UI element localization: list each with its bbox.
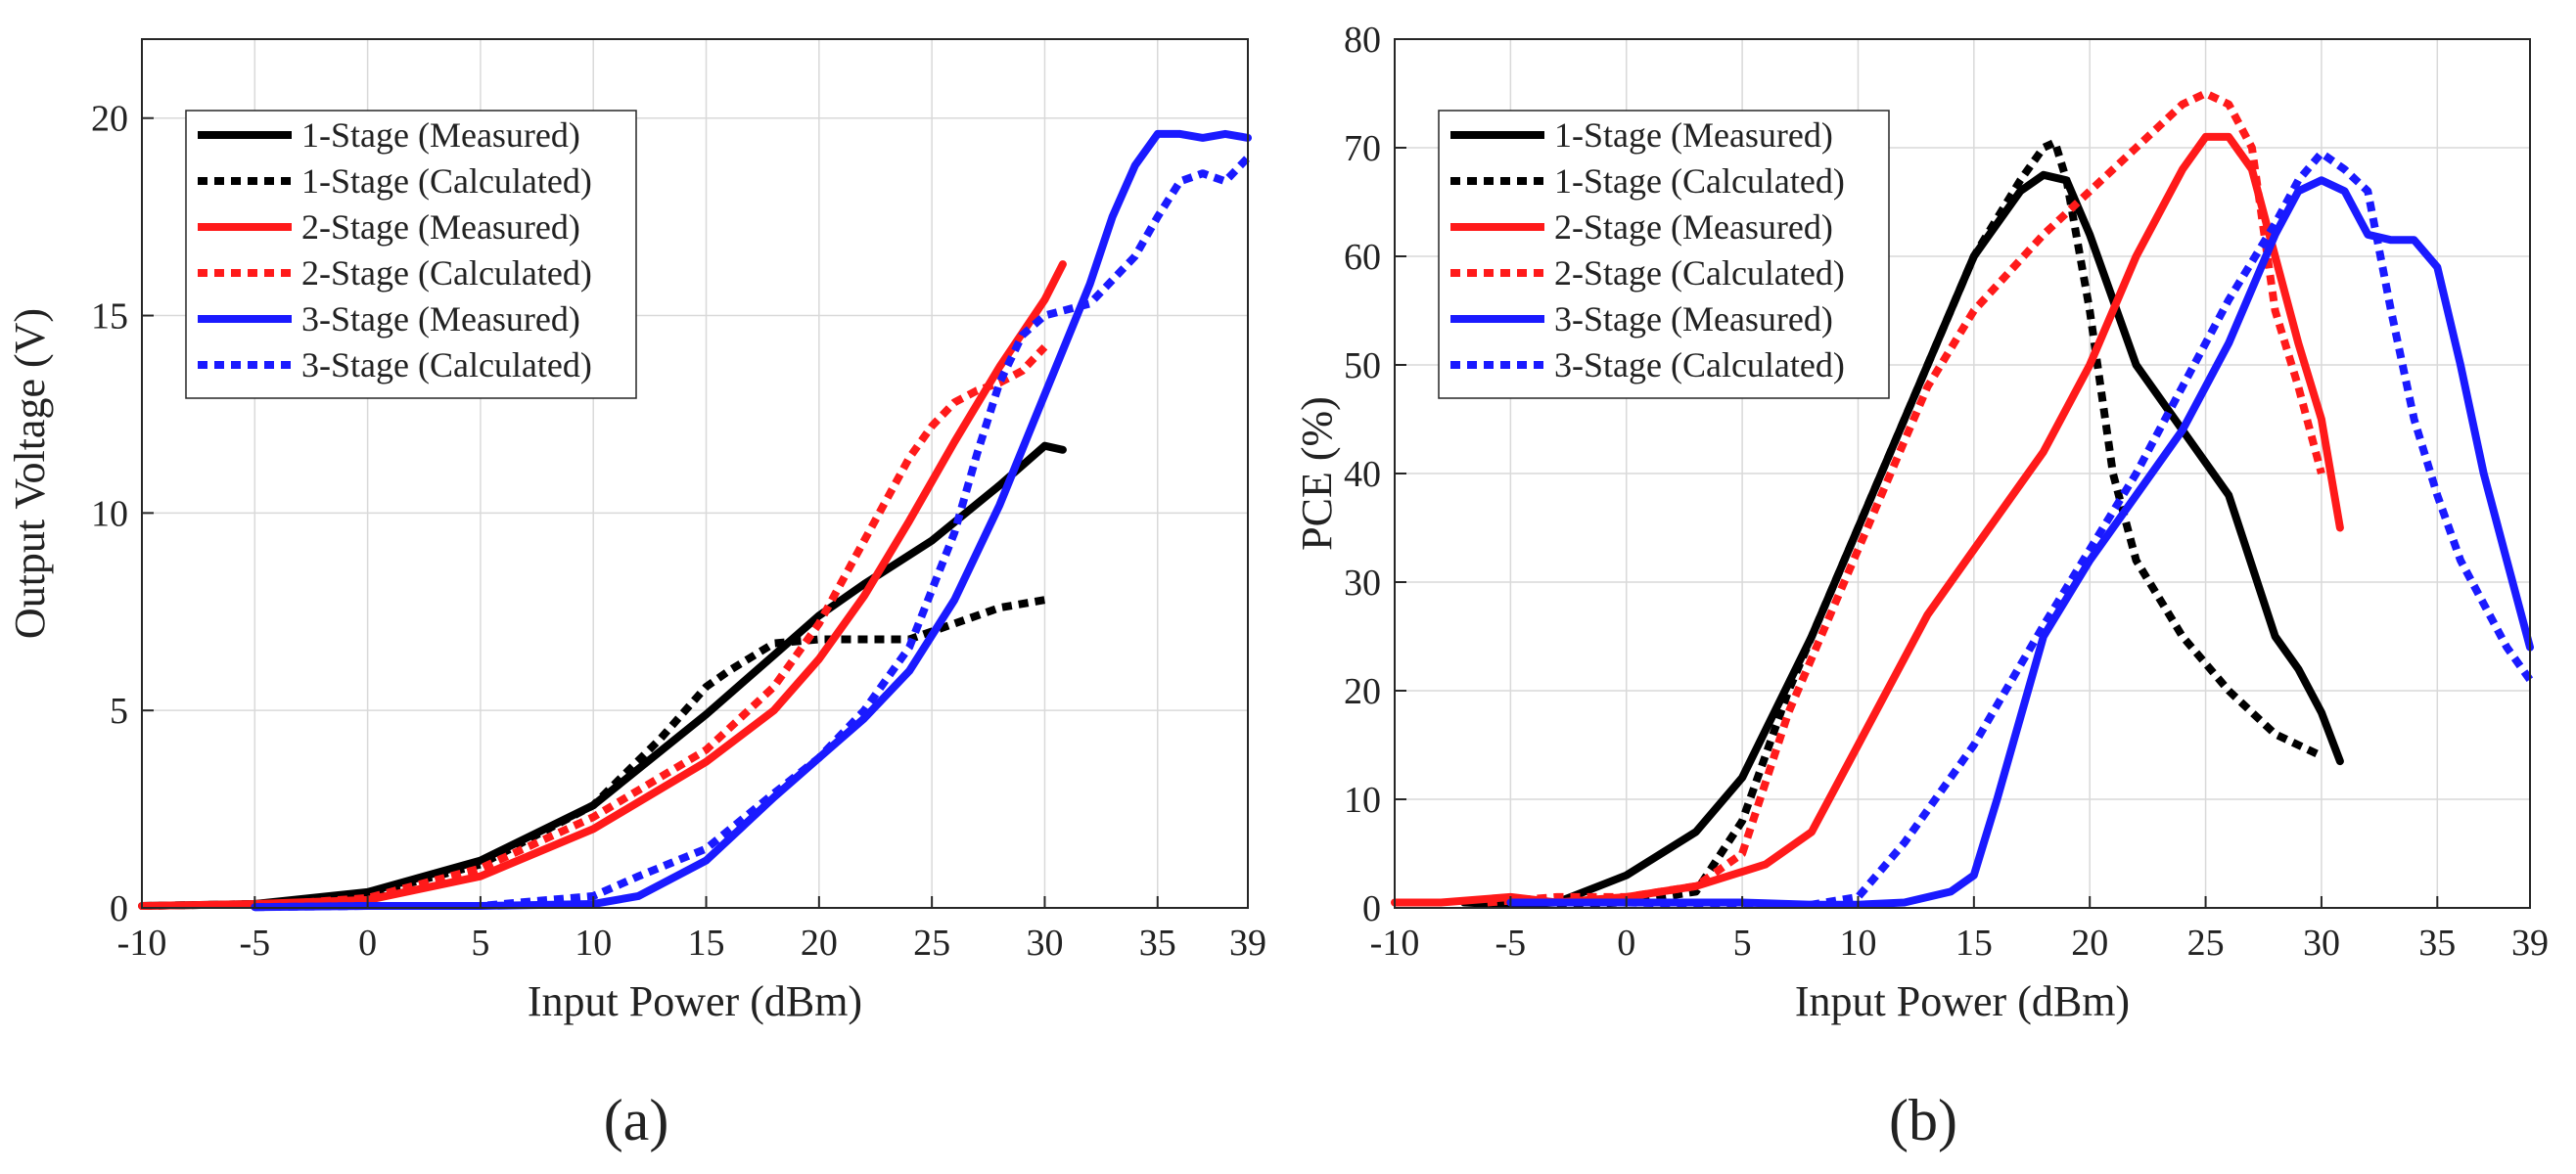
x-tick-label: 25 bbox=[913, 923, 950, 964]
y-tick-label: 60 bbox=[1344, 237, 1381, 278]
panel-label: (a) bbox=[604, 1088, 669, 1152]
y-tick-label: 70 bbox=[1344, 128, 1381, 169]
y-tick-label: 0 bbox=[1362, 888, 1381, 929]
y-tick-label: 40 bbox=[1344, 454, 1381, 495]
x-tick-label: 20 bbox=[801, 923, 838, 964]
x-tick-label: -5 bbox=[239, 923, 270, 964]
series-line-2 bbox=[1556, 138, 2323, 909]
series-line-3 bbox=[138, 260, 1067, 910]
x-tick-label: 0 bbox=[358, 923, 377, 964]
y-tick-label: 50 bbox=[1344, 345, 1381, 386]
series-line-5 bbox=[1506, 176, 2534, 909]
legend-label-4: 2-Stage (Calculated) bbox=[1554, 253, 1845, 293]
legend-label-4: 2-Stage (Calculated) bbox=[301, 253, 592, 293]
x-axis-label: Input Power (dBm) bbox=[528, 977, 862, 1025]
x-tick-label: 0 bbox=[1617, 923, 1635, 964]
x-tick-label: 30 bbox=[2303, 923, 2340, 964]
y-tick-label: 30 bbox=[1344, 563, 1381, 604]
series-line-5 bbox=[251, 129, 1252, 912]
y-tick-label: 5 bbox=[110, 691, 128, 732]
x-tick-label: 5 bbox=[1733, 923, 1752, 964]
x-tick-label: 5 bbox=[471, 923, 489, 964]
legend-label-2: 1-Stage (Calculated) bbox=[1554, 161, 1845, 201]
y-tick-label: 10 bbox=[91, 493, 128, 534]
series-line-1 bbox=[1460, 170, 2344, 909]
x-tick-label: 39 bbox=[1229, 923, 1266, 964]
x-tick-label: -10 bbox=[1370, 923, 1420, 964]
x-tick-label: 35 bbox=[2418, 923, 2456, 964]
x-axis-label: Input Power (dBm) bbox=[1795, 977, 2130, 1025]
x-tick-label: 20 bbox=[2071, 923, 2108, 964]
legend-label-6: 3-Stage (Calculated) bbox=[301, 345, 592, 384]
y-tick-label: 15 bbox=[91, 296, 128, 338]
x-tick-label: 15 bbox=[1955, 923, 1993, 964]
legend-label-2: 1-Stage (Calculated) bbox=[301, 161, 592, 201]
y-tick-label: 80 bbox=[1344, 20, 1381, 61]
legend-box bbox=[1438, 110, 1890, 399]
y-axis-label: PCE (%) bbox=[1293, 396, 1341, 551]
legend-label-3: 2-Stage (Measured) bbox=[301, 207, 580, 247]
chart-panel-a: -10 -5 0 5 10 15 20 25 30 35 39 0 5 10 15 20 Input Power… bbox=[6, 38, 1266, 1152]
x-tick-label: 30 bbox=[1026, 923, 1063, 964]
x-tick-label: 10 bbox=[575, 923, 612, 964]
legend-label-5: 3-Stage (Measured) bbox=[301, 299, 580, 339]
legend-box bbox=[185, 110, 637, 399]
legend-label-6: 3-Stage (Calculated) bbox=[1554, 345, 1845, 384]
y-axis-label: Output Voltage (V) bbox=[6, 308, 54, 639]
x-tick-label: -10 bbox=[117, 923, 167, 964]
x-tick-label: 39 bbox=[2511, 923, 2549, 964]
y-tick-label: 10 bbox=[1344, 780, 1381, 821]
legend-label-3: 2-Stage (Measured) bbox=[1554, 207, 1833, 247]
x-tick-label: 10 bbox=[1839, 923, 1876, 964]
legend-label-1: 1-Stage (Measured) bbox=[301, 115, 580, 155]
axes-frame bbox=[141, 38, 1249, 909]
y-tick-label: 20 bbox=[91, 99, 128, 140]
x-tick-label: 35 bbox=[1139, 923, 1176, 964]
y-tick-label: 0 bbox=[110, 888, 128, 929]
x-tick-label: 25 bbox=[2187, 923, 2225, 964]
series-line-4 bbox=[1487, 89, 2325, 907]
legend-label-5: 3-Stage (Measured) bbox=[1554, 299, 1833, 339]
series-line-6 bbox=[1510, 149, 2534, 909]
x-tick-label: -5 bbox=[1495, 923, 1527, 964]
series-line-6 bbox=[254, 155, 1251, 912]
series-line-1 bbox=[138, 441, 1067, 910]
y-tick-label: 20 bbox=[1344, 671, 1381, 712]
x-tick-label: 15 bbox=[688, 923, 725, 964]
series-line-4 bbox=[254, 344, 1048, 910]
panel-label: (b) bbox=[1889, 1088, 1957, 1152]
chart-panel-b: -10 -5 0 5 10 15 20 25 30 35 39 0 10 20 30 40 50 60 70 80 In… bbox=[1293, 20, 2549, 1152]
legend-label-1: 1-Stage (Measured) bbox=[1554, 115, 1833, 155]
